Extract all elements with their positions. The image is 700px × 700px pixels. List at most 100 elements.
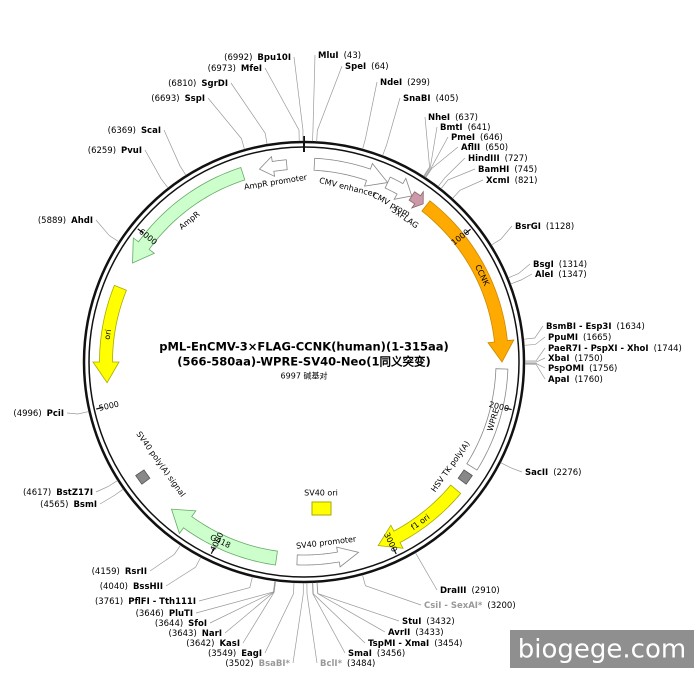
site-leader — [524, 362, 546, 369]
site-label: SpeI (64) — [345, 62, 389, 72]
site-leader — [95, 480, 118, 493]
site-position: (641) — [468, 123, 491, 133]
feature-arc — [135, 469, 151, 485]
site-position: (1634) — [617, 322, 645, 332]
site-position: (4040) — [100, 582, 128, 592]
site-name: NarI — [202, 629, 222, 639]
site-leader — [165, 557, 202, 587]
site-label: BsmBI - Esp3I (1634) — [546, 322, 645, 332]
site-position: (1756) — [589, 364, 617, 374]
site-name: DraIII — [440, 586, 466, 596]
site-leader — [99, 488, 124, 505]
site-label: DraIII (2910) — [440, 586, 500, 596]
site-position: (2910) — [471, 586, 499, 596]
site-name: MfeI — [241, 64, 262, 74]
site-position: (3200) — [487, 601, 515, 611]
site-name: SfoI — [188, 619, 207, 629]
site-name: SmaI — [348, 649, 372, 659]
site-leader — [508, 263, 531, 279]
site-leader — [362, 575, 422, 606]
site-name: HindIII — [468, 154, 500, 164]
site-name: PflFI - Tth111I — [128, 597, 196, 607]
site-name: RsrII — [125, 567, 147, 577]
site-leader — [424, 126, 438, 177]
site-position: (6369) — [108, 126, 136, 136]
site-leader — [316, 582, 386, 633]
site-position: (1744) — [654, 344, 682, 354]
site-name: SpeI — [345, 62, 366, 72]
site-label: (4617) BstZ17I — [23, 488, 93, 498]
watermark: biogege.com — [518, 635, 686, 665]
site-leader — [292, 582, 304, 664]
site-position: (4996) — [13, 409, 41, 419]
site-position: (6810) — [168, 79, 196, 89]
site-name: ApaI — [548, 375, 570, 385]
site-label: (5889) AhdI — [38, 216, 93, 226]
site-label: StuI (3432) — [402, 617, 455, 627]
site-leader — [437, 157, 466, 187]
site-name: AflII — [461, 143, 480, 153]
site-leader — [230, 82, 268, 145]
tick-mark — [137, 228, 144, 234]
site-label: (3761) PflFI - Tth111I — [95, 597, 196, 607]
feature-box — [311, 501, 332, 516]
site-name: AleI — [535, 270, 553, 280]
watermark-bg — [510, 630, 694, 668]
site-label: BsrGI (1128) — [515, 222, 574, 232]
site-label: XbaI (1750) — [548, 354, 603, 364]
site-leader — [440, 168, 476, 189]
site-leader — [524, 363, 546, 380]
site-position: (405) — [436, 94, 459, 104]
title-line: pML-EnCMV-3×FLAG-CCNK(human)(1-315aa) — [159, 340, 449, 354]
site-position: (3549) — [208, 649, 236, 659]
site-leader — [264, 67, 300, 142]
site-leader — [425, 146, 459, 178]
site-name: SacII — [525, 468, 548, 478]
tick-mark — [504, 407, 512, 411]
site-label: (6810) SgrDI — [168, 79, 228, 89]
site-label: NdeI (299) — [380, 78, 430, 88]
site-name: XbaI — [548, 354, 570, 364]
site-label: ApaI (1760) — [548, 375, 603, 385]
site-leader — [264, 582, 295, 654]
site-leader — [415, 552, 438, 591]
tick-label: 5000 — [98, 399, 120, 412]
site-name: BsrGI — [515, 222, 541, 232]
site-name: PpuMI — [548, 333, 578, 343]
site-position: (4565) — [40, 500, 68, 510]
site-position: (6992) — [224, 53, 252, 63]
site-label: SacII (2276) — [525, 468, 582, 478]
site-label: (3642) KasI — [186, 639, 240, 649]
site-label: (3502) BsaBI* — [225, 659, 290, 669]
site-label: (3549) EagI — [208, 649, 262, 659]
site-position: (3454) — [434, 639, 462, 649]
site-name: BsgI — [533, 260, 554, 270]
site-position: (6693) — [151, 94, 179, 104]
site-label: SmaI (3456) — [348, 649, 405, 659]
feature-arc — [377, 484, 462, 549]
site-label: PaeR7I - PspXI - XhoI (1744) — [548, 344, 682, 354]
site-name: BclI* — [320, 659, 343, 669]
site-leader — [316, 582, 400, 622]
site-name: SspI — [185, 94, 205, 104]
site-name: BsmI — [73, 500, 97, 510]
site-leader — [242, 581, 276, 644]
site-leader — [207, 97, 245, 150]
site-name: StuI — [402, 617, 421, 627]
site-label: HindIII (727) — [468, 154, 528, 164]
feature-label: SV40 poly(A) signal — [134, 430, 187, 499]
site-leader — [198, 576, 253, 602]
site-leader — [195, 581, 276, 614]
site-label: CsiI - SexAI* (3200) — [424, 601, 516, 611]
site-name: AvrII — [388, 628, 410, 638]
site-leader — [66, 411, 89, 415]
feature-arc — [421, 200, 515, 363]
site-leader — [362, 81, 378, 150]
site-label: BamHI (745) — [478, 165, 537, 175]
site-name: Bpu10I — [257, 53, 291, 63]
site-label: XcmI (821) — [486, 176, 537, 186]
site-position: (1750) — [575, 354, 603, 364]
site-label: (3643) NarI — [169, 629, 222, 639]
site-label: BclI* (3484) — [320, 659, 375, 669]
